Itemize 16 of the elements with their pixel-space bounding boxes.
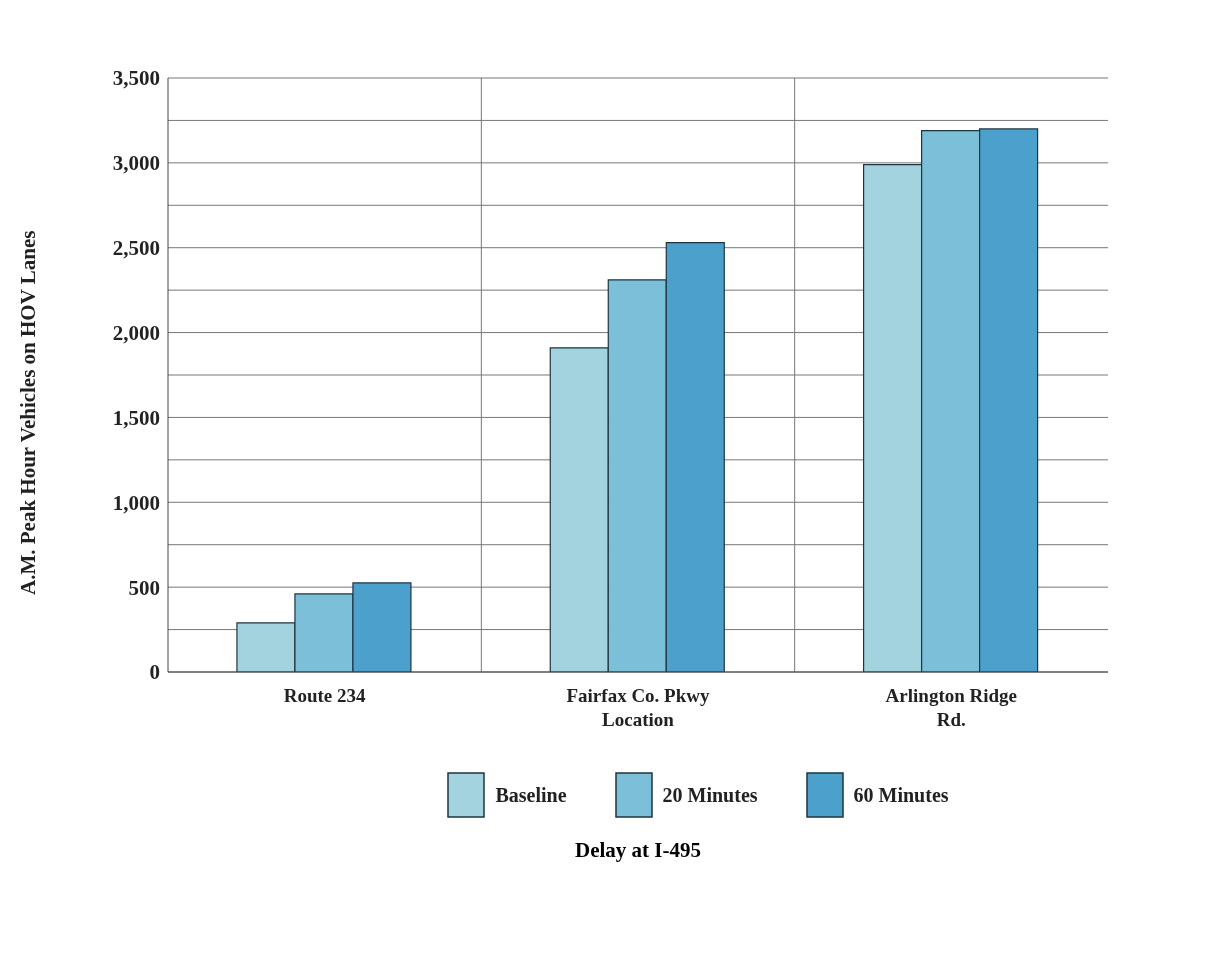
legend-label: 60 Minutes bbox=[853, 783, 949, 807]
y-tick-label: 0 bbox=[149, 660, 160, 685]
legend-label: Baseline bbox=[495, 783, 567, 807]
x-tick-label: Fairfax Co. Pkwy Location bbox=[566, 685, 710, 730]
y-tick-label: 500 bbox=[128, 575, 160, 600]
y-tick-label: 2,000 bbox=[112, 321, 160, 346]
text: Delay at I-495 bbox=[574, 838, 702, 863]
y-axis-title: A.M. Peak Hour Vehicles on HOV Lanes bbox=[16, 230, 41, 595]
x-tick-label: Arlington Ridge Rd. bbox=[885, 685, 1018, 730]
legend-label: 20 Minutes bbox=[662, 783, 758, 807]
y-tick-label: 1,500 bbox=[112, 405, 160, 430]
y-tick-label: 1,000 bbox=[112, 490, 160, 515]
y-tick-label: 2,500 bbox=[112, 236, 160, 261]
x-tick-label: Route 234 bbox=[283, 685, 367, 706]
y-tick-label: 3,500 bbox=[112, 66, 160, 91]
y-tick-label: 3,000 bbox=[112, 151, 160, 176]
